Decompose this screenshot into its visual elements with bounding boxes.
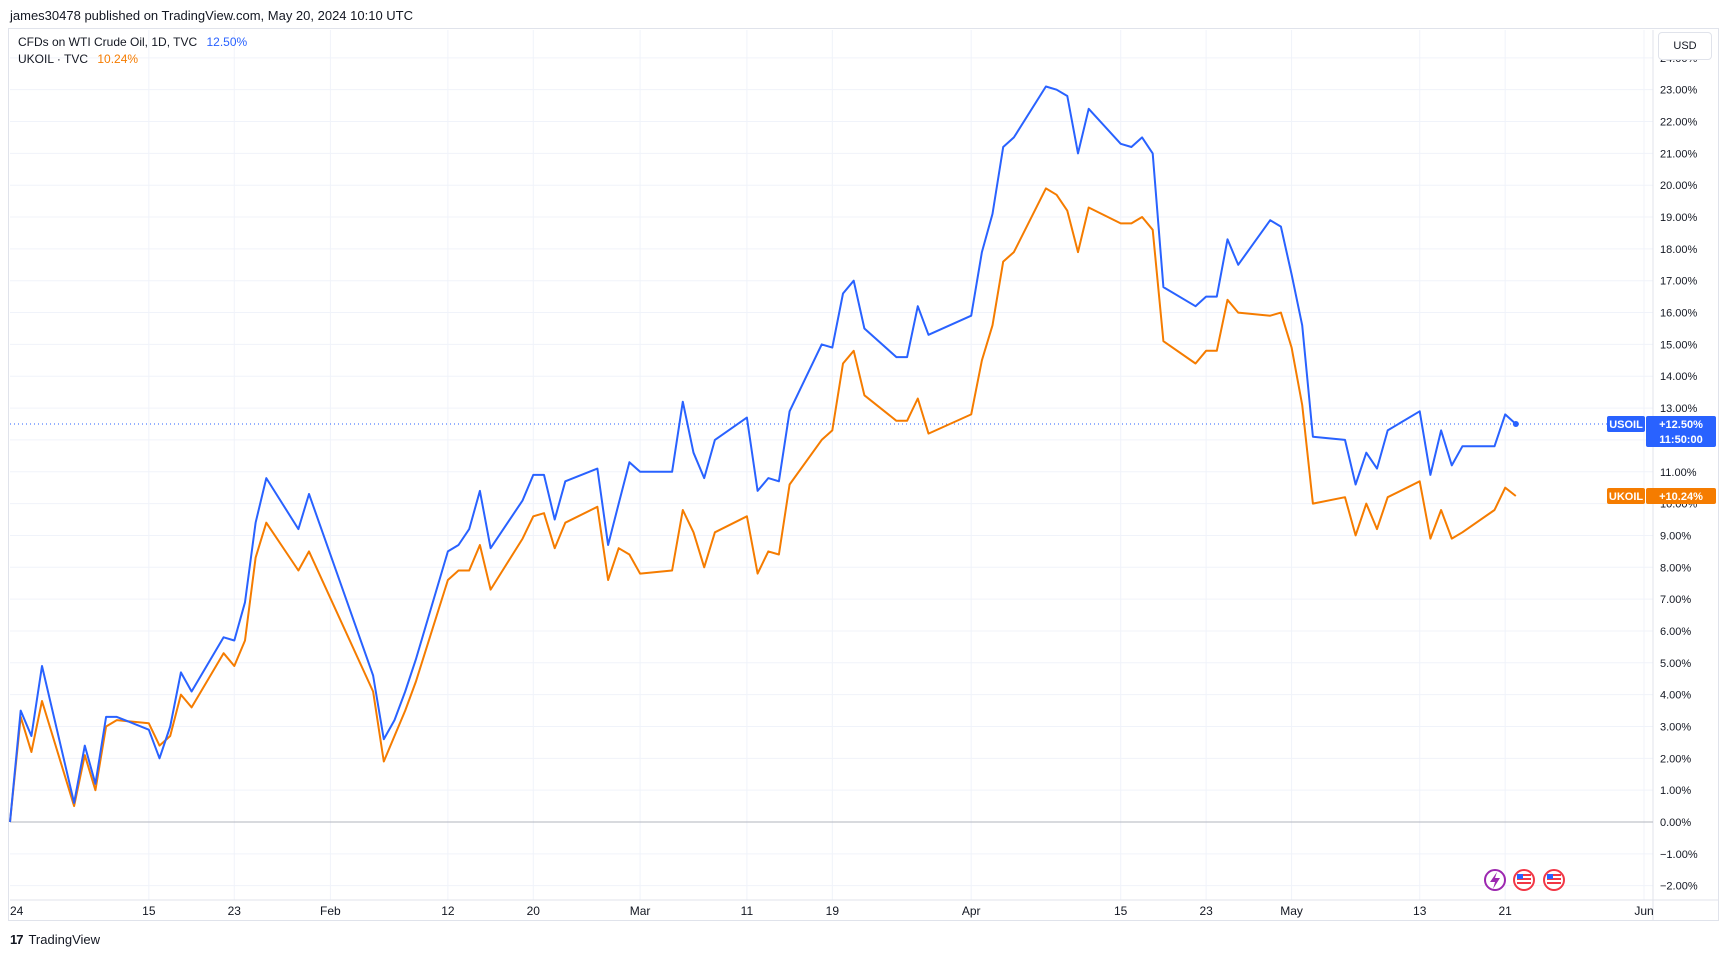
y-tick-label: 3.00% [1660, 721, 1691, 733]
usoil-price-tag-symbol: USOIL [1609, 419, 1643, 431]
usoil-last-point [1512, 421, 1519, 427]
y-tick-label: −2.00% [1660, 881, 1698, 893]
y-tick-label: 8.00% [1660, 562, 1691, 574]
y-tick-label: 15.00% [1660, 339, 1698, 351]
grid-layer [10, 30, 1719, 921]
x-tick-label: 23 [1199, 904, 1213, 918]
x-tick-label: 23 [228, 904, 242, 918]
event-icons [1484, 869, 1565, 891]
y-tick-label: 19.00% [1660, 212, 1698, 224]
x-tick-label: 24 [10, 904, 24, 918]
x-tick-label: 21 [1498, 904, 1512, 918]
x-tick-label: 13 [1413, 904, 1427, 918]
x-tick-label: Jun [1634, 904, 1653, 918]
line-layer [9, 85, 1519, 823]
y-axis: −2.00% −1.00% 0.00% 1.00% 2.00% 3.00% 4.00% 5.0… [1660, 53, 1698, 893]
y-tick-label: 21.00% [1660, 148, 1698, 160]
y-tick-label: 22.00% [1660, 117, 1698, 129]
lightning-event-icon[interactable] [1484, 869, 1506, 891]
legend-usoil-value: 12.50% [206, 35, 248, 49]
legend-row-ukoil[interactable]: UKOIL · TVC 10.24% [18, 51, 247, 68]
x-tick-label: 12 [441, 904, 455, 918]
legend-row-usoil[interactable]: CFDs on WTI Crude Oil, 1D, TVC 12.50% [18, 34, 247, 51]
legend-usoil-label: CFDs on WTI Crude Oil, 1D, TVC [18, 35, 198, 49]
legend-ukoil-label: UKOIL · TVC [18, 52, 89, 66]
x-tick-label: 11 [741, 904, 754, 918]
y-tick-label: 17.00% [1660, 276, 1698, 288]
series-line-ukoil [9, 187, 1517, 823]
y-tick-label: 18.00% [1660, 244, 1698, 256]
x-tick-label: Mar [630, 904, 651, 918]
y-tick-label: 2.00% [1660, 753, 1691, 765]
y-tick-label: 20.00% [1660, 180, 1698, 192]
x-tick-label: Feb [320, 904, 341, 918]
y-tick-label: −1.00% [1660, 849, 1698, 861]
series-line-usoil [9, 85, 1517, 823]
usoil-price-tag-value: +12.50% [1659, 419, 1703, 431]
usoil-price-tag-time: 11:50:00 [1659, 434, 1702, 446]
y-tick-label: 9.00% [1660, 530, 1691, 542]
y-tick-label: 0.00% [1660, 817, 1691, 829]
y-tick-label: 14.00% [1660, 371, 1698, 383]
x-tick-label: 15 [1114, 904, 1128, 918]
x-tick-label: 15 [142, 904, 156, 918]
ukoil-price-tag-label-bg [1607, 487, 1645, 504]
price-tags: USOIL +12.50% 11:50:00 UKOIL +10.24% [1607, 416, 1716, 504]
usoil-price-tag-value-bg [1646, 416, 1716, 447]
publish-line: james30478 published on TradingView.com,… [10, 8, 414, 23]
y-tick-label: 1.00% [1660, 785, 1691, 797]
y-tick-label: 11.00% [1660, 467, 1697, 479]
y-tick-label: 13.00% [1660, 403, 1698, 415]
usoil-price-tag: USOIL +12.50% 11:50:00 [1607, 416, 1716, 447]
us-flag-event-icon[interactable] [1543, 869, 1565, 891]
us-flag-event-icon[interactable] [1513, 869, 1535, 891]
ukoil-price-tag-symbol: UKOIL [1609, 491, 1644, 503]
footer-brand[interactable]: 17 TradingView [10, 932, 100, 947]
y-tick-label: 16.00% [1660, 308, 1698, 320]
chart-frame [8, 28, 1719, 921]
legend-ukoil-value: 10.24% [97, 52, 139, 66]
x-tick-label: 20 [527, 904, 541, 918]
y-tick-label: 4.00% [1660, 690, 1691, 702]
tradingview-logo-icon: 17 [10, 932, 24, 947]
usoil-price-tag-label-bg [1607, 416, 1645, 432]
y-tick-label: 5.00% [1660, 658, 1691, 670]
x-tick-label: 19 [826, 904, 840, 918]
chart-legend: CFDs on WTI Crude Oil, 1D, TVC 12.50% UK… [18, 34, 247, 68]
y-tick-label: 7.00% [1660, 594, 1691, 606]
y-tick-label: 23.00% [1660, 85, 1698, 97]
y-tick-label: 6.00% [1660, 626, 1691, 638]
currency-button[interactable]: USD [1658, 32, 1712, 60]
ukoil-price-tag: UKOIL +10.24% [1607, 487, 1716, 504]
x-tick-label: Apr [962, 904, 981, 918]
brand-name: TradingView [28, 932, 101, 947]
ukoil-price-tag-value-bg [1646, 487, 1716, 504]
x-tick-label: May [1280, 904, 1303, 918]
x-axis: 24 15 23 Feb 12 20 Mar 11 19 Apr 15 23 May 13 21 Jun [10, 904, 1654, 918]
ukoil-price-tag-value: +10.24% [1659, 491, 1703, 503]
